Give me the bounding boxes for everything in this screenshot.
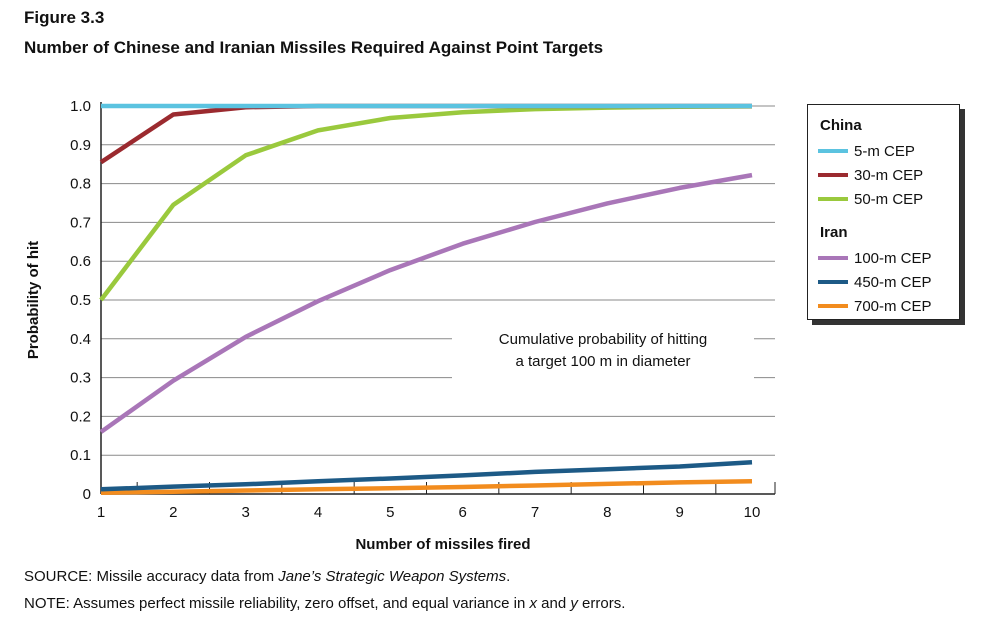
x-tick-label: 9 (675, 504, 683, 521)
x-tick-label: 8 (603, 504, 611, 521)
x-tick-label: 2 (169, 504, 177, 521)
y-tick-label: 0.2 (70, 408, 91, 425)
legend-swatch (818, 149, 848, 153)
x-tick-label: 4 (314, 504, 322, 521)
y-tick-label: 0 (83, 486, 91, 503)
note-suffix: errors. (577, 595, 626, 612)
legend-group-title: Iran (820, 224, 848, 241)
assumption-note: NOTE: Assumes perfect missile reliabilit… (24, 595, 625, 612)
chart-title: Number of Chinese and Iranian Missiles R… (24, 38, 604, 57)
legend-label: 450-m CEP (854, 273, 932, 291)
legend-item: 450-m CEP (818, 273, 932, 291)
legend-swatch (818, 256, 848, 260)
figure-label: Figure 3.3 (24, 8, 105, 27)
x-tick-label: 1 (97, 504, 105, 521)
series-lines (99, 103, 753, 496)
legend-swatch (818, 304, 848, 308)
legend-item: 50-m CEP (818, 190, 923, 208)
x-tick-label: 3 (241, 504, 249, 521)
y-tick-label: 0.4 (70, 331, 91, 348)
annotation-line: a target 100 m in diameter (515, 353, 690, 370)
x-axis-title: Number of missiles fired (355, 536, 530, 553)
legend-swatch (818, 173, 848, 177)
legend-label: 50-m CEP (854, 190, 924, 208)
legend-item: 700-m CEP (818, 297, 932, 315)
series-line-100-m-cep (99, 172, 753, 434)
legend-group-title: China (820, 117, 862, 134)
annotation-background (452, 334, 754, 381)
chart-legend: China 5-m CEP 30-m CEP 50-m CEP Iran 100-m CE… (807, 104, 960, 320)
y-tick-label: 0.1 (70, 447, 91, 464)
legend-item: 100-m CEP (818, 249, 932, 267)
note-y: y (570, 595, 578, 612)
y-tick-label: 0.8 (70, 176, 91, 193)
y-tick-label: 0.5 (70, 292, 91, 309)
legend-swatch (818, 280, 848, 284)
note-mid: and (537, 595, 571, 612)
chart-annotation: Cumulative probability of hitting a targe… (452, 331, 754, 381)
note-prefix: NOTE: Assumes perfect missile reliabilit… (24, 595, 530, 612)
legend-label: 100-m CEP (854, 249, 932, 267)
axes (100, 102, 775, 495)
legend-swatch (818, 197, 848, 201)
y-tick-label: 0.7 (70, 214, 91, 231)
legend-label: 5-m CEP (854, 142, 915, 160)
source-suffix: . (506, 568, 511, 585)
series-line-700-m-cep (100, 478, 753, 496)
legend-item: 5-m CEP (818, 142, 915, 160)
source-prefix: SOURCE: Missile accuracy data from (24, 568, 279, 585)
x-tick-label: 7 (531, 504, 539, 521)
legend-label: 30-m CEP (854, 166, 924, 184)
series-line-50-m-cep (99, 104, 753, 302)
legend-item: 30-m CEP (818, 166, 923, 184)
series-line-450-m-cep (100, 459, 753, 492)
source-title: Jane’s Strategic Weapon Systems (278, 568, 507, 585)
y-tick-label: 0.9 (70, 137, 91, 154)
y-tick-label: 0.3 (70, 370, 91, 387)
note-x: x (529, 595, 538, 612)
y-tick-label: 1.0 (70, 98, 91, 115)
x-tick-label: 5 (386, 504, 394, 521)
y-tick-label: 0.6 (70, 253, 91, 270)
y-axis-title: Probability of hit (25, 241, 42, 359)
x-tick-label: 10 (744, 504, 761, 521)
source-note: SOURCE: Missile accuracy data from Jane’… (24, 568, 510, 585)
gridlines (101, 105, 775, 456)
x-axis-ticks: 1 2 3 4 5 6 7 8 9 10 (97, 482, 776, 521)
legend-label: 700-m CEP (854, 297, 932, 315)
y-axis-ticks: 0 0.1 0.2 0.3 0.4 0.5 0.6 0.7 0.8 0.9 1.0 (70, 98, 91, 503)
x-tick-label: 6 (458, 504, 466, 521)
annotation-line: Cumulative probability of hitting (499, 331, 707, 348)
